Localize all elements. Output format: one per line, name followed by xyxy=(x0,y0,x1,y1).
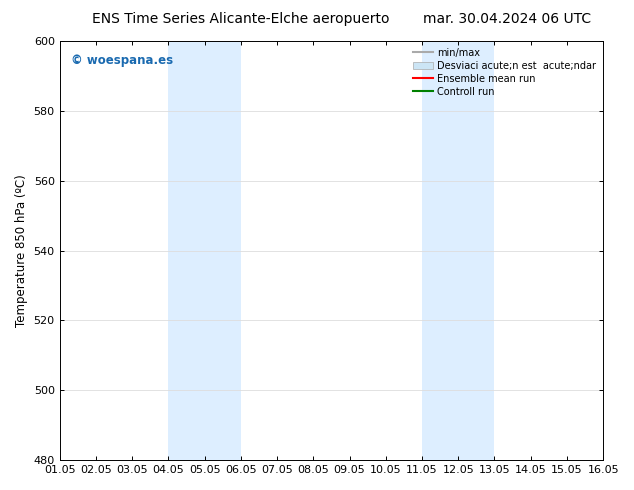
Legend: min/max, Desviaci acute;n est  acute;ndar, Ensemble mean run, Controll run: min/max, Desviaci acute;n est acute;ndar… xyxy=(409,44,600,100)
Bar xyxy=(169,41,241,460)
Text: mar. 30.04.2024 06 UTC: mar. 30.04.2024 06 UTC xyxy=(423,12,592,26)
Text: © woespana.es: © woespana.es xyxy=(70,53,172,67)
Y-axis label: Temperature 850 hPa (ºC): Temperature 850 hPa (ºC) xyxy=(15,174,28,327)
Bar xyxy=(422,41,495,460)
Text: ENS Time Series Alicante-Elche aeropuerto: ENS Time Series Alicante-Elche aeropuert… xyxy=(92,12,390,26)
